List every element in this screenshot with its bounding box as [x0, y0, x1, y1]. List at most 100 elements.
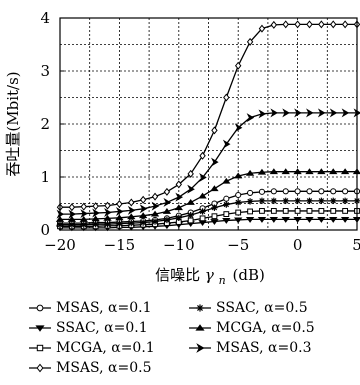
legend-item: MSAS, α=0.3 — [188, 338, 311, 358]
data-point — [294, 20, 301, 29]
data-point — [282, 208, 289, 214]
x-axis-label: 信噪比 γ n (dB) — [155, 266, 265, 288]
legend-label: MSAS, α=0.1 — [56, 300, 152, 316]
data-point — [222, 177, 231, 184]
legend-label: MCGA, α=0.1 — [56, 340, 155, 356]
data-point — [294, 208, 301, 214]
data-point — [68, 209, 77, 219]
data-point — [234, 172, 243, 179]
data-point — [92, 220, 99, 228]
data-point — [306, 197, 313, 205]
data-point — [318, 188, 325, 195]
data-point — [91, 215, 100, 222]
data-point — [116, 200, 123, 209]
data-point — [341, 20, 349, 29]
data-point — [163, 187, 171, 196]
data-point — [223, 93, 230, 102]
data-point — [317, 108, 326, 118]
x-axis-label-symbol: γ — [205, 266, 214, 284]
data-point — [294, 197, 301, 205]
legend-marker — [36, 344, 44, 352]
data-point — [128, 219, 135, 227]
data-point — [139, 204, 148, 214]
data-point — [68, 203, 76, 212]
data-point — [79, 215, 88, 222]
legend-marker — [36, 363, 44, 373]
data-point — [247, 189, 254, 196]
data-point — [92, 208, 100, 218]
data-point — [306, 208, 313, 214]
data-point — [127, 205, 136, 215]
asterisk-stroke — [128, 220, 134, 226]
legend-label: SSAC, α=0.1 — [56, 320, 148, 336]
data-point — [115, 206, 124, 216]
data-point — [258, 188, 266, 195]
legend-item: SSAC, α=0.1 — [28, 318, 148, 338]
asterisk-stroke — [152, 218, 158, 225]
asterisk-stroke — [318, 198, 325, 204]
data-point — [103, 214, 112, 221]
data-point — [329, 216, 338, 223]
data-point — [211, 213, 218, 220]
y-tick-label: 4 — [40, 9, 50, 27]
data-point — [282, 197, 289, 205]
legend-label: SSAC, α=0.5 — [216, 300, 308, 316]
data-point — [116, 220, 123, 227]
data-point — [234, 61, 242, 70]
data-point — [330, 197, 337, 205]
asterisk-stroke — [176, 215, 182, 221]
data-point — [139, 219, 147, 226]
data-point — [342, 188, 349, 195]
x-tick-label: −5 — [227, 236, 249, 254]
data-point — [282, 188, 289, 195]
asterisk-stroke — [306, 198, 313, 204]
data-point — [329, 108, 338, 118]
x-tick-label: −20 — [44, 236, 76, 254]
legend-swatch — [189, 304, 211, 312]
data-point — [150, 210, 160, 217]
data-point — [234, 123, 243, 133]
x-tick-label: −15 — [104, 236, 136, 254]
data-point — [163, 197, 172, 207]
legend-item: MCGA, α=0.5 — [188, 318, 315, 338]
legend-item: MCGA, α=0.1 — [28, 338, 155, 358]
data-point — [269, 216, 279, 223]
data-point — [128, 198, 135, 207]
data-point — [269, 168, 279, 175]
asterisk-stroke — [140, 219, 146, 226]
data-point — [341, 197, 349, 205]
asterisk-stroke — [104, 221, 111, 227]
asterisk-stroke — [81, 222, 87, 228]
asterisk-stroke — [187, 212, 194, 218]
data-point — [199, 215, 206, 222]
data-point — [340, 168, 350, 175]
y-axis-label: 吞吐量(Mbit/s) — [4, 71, 22, 176]
data-point — [306, 108, 314, 118]
data-point — [104, 208, 112, 217]
data-point — [187, 169, 194, 178]
asterisk-stroke — [116, 220, 123, 227]
data-point — [340, 216, 350, 223]
data-point — [68, 221, 76, 228]
data-point — [270, 197, 278, 205]
data-point — [258, 197, 266, 205]
series-line — [56, 108, 360, 219]
data-point — [104, 201, 111, 210]
asterisk-stroke — [342, 198, 348, 204]
data-point — [199, 173, 207, 183]
data-point — [175, 214, 182, 222]
y-tick-label: 3 — [40, 62, 50, 80]
legend-marker — [195, 324, 205, 331]
legend-item: MSAS, α=0.5 — [28, 358, 151, 378]
asterisk-stroke — [247, 198, 253, 205]
data-point — [187, 184, 195, 194]
asterisk-stroke — [259, 198, 265, 204]
data-point — [259, 208, 265, 214]
throughput-chart: −20 −15 −10 −5 0 5 0 1 2 3 4 吞吐量(Mbit/s) 信噪比 γ n (… — [4, 9, 360, 288]
legend-label: MCGA, α=0.5 — [216, 320, 315, 336]
data-point — [342, 208, 349, 214]
data-point — [246, 198, 254, 205]
data-point — [330, 20, 337, 29]
x-tick-label: 5 — [352, 236, 360, 254]
legend-swatch — [29, 363, 51, 373]
